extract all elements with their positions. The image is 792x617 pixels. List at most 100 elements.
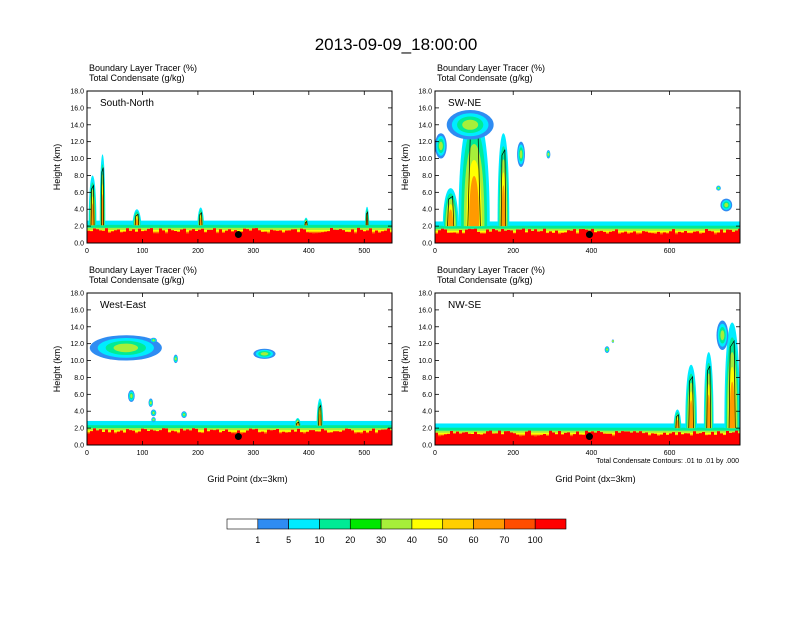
plume: [676, 419, 679, 429]
plot-area: [435, 320, 740, 445]
cloud: [183, 413, 186, 416]
plume: [91, 203, 94, 226]
x-tick-label: 200: [192, 248, 204, 255]
cloud: [724, 202, 729, 208]
y-tick-label: 10.0: [418, 156, 432, 163]
panel-subtitle-condensate: Total Condensate (g/kg): [89, 275, 185, 285]
cloud: [152, 339, 155, 342]
cloud: [438, 141, 443, 151]
plot-area: [435, 110, 740, 243]
x-tick-label: 0: [85, 450, 89, 457]
panel-subtitle-condensate: Total Condensate (g/kg): [437, 275, 533, 285]
plot-frame: [86, 292, 393, 446]
plume: [689, 400, 693, 429]
location-marker: [234, 231, 242, 239]
x-tick-label: 0: [433, 248, 437, 255]
panel-subtitle-condensate: Total Condensate (g/kg): [89, 73, 185, 83]
colorbar-label: 100: [528, 535, 543, 545]
colorbar-box: [380, 518, 413, 530]
y-axis-label: Height (km): [52, 144, 62, 191]
panel-sw-ne: 0.0 2.0 4.0 6.0 8.0 10.0 12.0 14.0 16.0 18.0 0 200 4…: [400, 63, 741, 255]
panel-subtitle-tracer: Boundary Layer Tracer (%): [437, 265, 545, 275]
condensate-contour: [90, 184, 95, 226]
y-tick-label: 14.0: [70, 324, 84, 331]
y-tick-label: 2.0: [422, 426, 432, 433]
condensate-contour: [101, 167, 104, 226]
colorbar-label: 40: [407, 535, 417, 545]
condensate-contour: [295, 421, 300, 426]
plume: [469, 175, 480, 227]
x-tick-label: 200: [507, 248, 519, 255]
y-tick-label: 12.0: [70, 139, 84, 146]
plume: [729, 381, 735, 429]
x-tick-label: 400: [586, 450, 598, 457]
y-tick-label: 10.0: [418, 358, 432, 365]
y-tick-label: 8.0: [422, 173, 432, 180]
cloud: [149, 401, 152, 405]
y-tick-label: 14.0: [418, 324, 432, 331]
plume: [305, 221, 307, 227]
colorbar-label: 50: [438, 535, 448, 545]
y-tick-label: 18.0: [70, 291, 84, 298]
cloud: [519, 150, 523, 159]
plot-area: [87, 154, 392, 243]
colorbar-box: [504, 518, 536, 530]
y-tick-label: 4.0: [74, 409, 84, 416]
y-tick-label: 6.0: [422, 190, 432, 197]
colorbar-box: [349, 518, 382, 530]
y-axis-label: Height (km): [400, 346, 410, 393]
colorbar-box: [442, 518, 474, 530]
colorbar-box: [257, 518, 289, 530]
x-tick-label: 400: [303, 248, 315, 255]
plume: [199, 217, 202, 226]
plume: [296, 422, 299, 427]
x-tick-label: 0: [433, 450, 437, 457]
x-tick-label: 400: [586, 248, 598, 255]
plot-frame: [434, 292, 741, 446]
panel-subtitle-condensate: Total Condensate (g/kg): [437, 73, 533, 83]
x-tick-label: 600: [664, 248, 676, 255]
y-axis-label: Height (km): [52, 346, 62, 393]
plume: [366, 217, 368, 226]
y-tick-label: 2.0: [74, 224, 84, 231]
x-tick-label: 100: [137, 248, 149, 255]
y-tick-label: 8.0: [74, 173, 84, 180]
y-axis-label: Height (km): [400, 144, 410, 191]
y-tick-label: 0.0: [422, 443, 432, 450]
condensate-contour: [199, 212, 203, 226]
condensate-contour: [447, 195, 455, 227]
condensate-contour: [318, 404, 322, 426]
cloud: [260, 352, 269, 356]
y-tick-label: 18.0: [418, 89, 432, 96]
colorbar-label: 70: [499, 535, 509, 545]
colorbar-label: 20: [345, 535, 355, 545]
condensate-contour: [706, 365, 712, 429]
x-tick-label: 0: [85, 248, 89, 255]
colorbar-label: 60: [469, 535, 479, 545]
plume: [101, 194, 104, 226]
contour-note: Total Condensate Contours: .01 to .01 by…: [596, 458, 739, 465]
y-tick-label: 0.0: [422, 241, 432, 248]
plot-area: [87, 335, 392, 445]
x-axis-label: Grid Point (dx=3km): [207, 474, 287, 484]
cloud: [174, 357, 177, 361]
x-tick-label: 600: [664, 450, 676, 457]
plume: [448, 209, 454, 227]
x-tick-label: 400: [303, 450, 315, 457]
plot-frame: [434, 90, 741, 244]
cloud: [717, 187, 720, 190]
condensate-contour: [365, 210, 369, 226]
x-tick-label: 300: [248, 248, 260, 255]
panel-south-north: 0.0 2.0 4.0 6.0 8.0 10.0 12.0 14.0 16.0 18.0 0 100 2…: [52, 63, 393, 255]
condensate-contour: [304, 220, 308, 226]
x-tick-label: 200: [192, 450, 204, 457]
y-tick-label: 12.0: [70, 341, 84, 348]
y-tick-label: 16.0: [70, 105, 84, 112]
cloud: [547, 152, 550, 156]
y-tick-label: 8.0: [422, 375, 432, 382]
y-tick-label: 6.0: [422, 392, 432, 399]
colorbar-box: [411, 518, 444, 530]
condensate-contour: [500, 149, 507, 227]
plume: [707, 394, 711, 429]
location-marker: [585, 433, 593, 441]
